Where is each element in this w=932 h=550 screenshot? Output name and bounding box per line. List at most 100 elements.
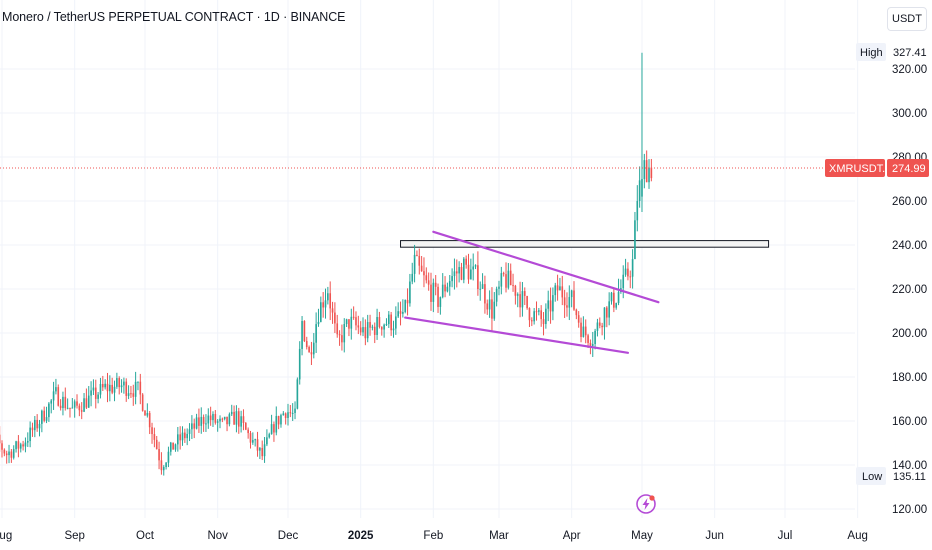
candle-body xyxy=(111,384,114,393)
y-tick-label: 320.00 xyxy=(892,64,927,76)
candle-body xyxy=(613,292,615,308)
candle-body xyxy=(10,451,13,458)
time-axis[interactable]: Aug Sep Oct Nov Dec 2025 Feb Mar Apr May Jun Jul Aug xyxy=(0,530,868,542)
candle-body xyxy=(481,284,484,289)
candle-body xyxy=(31,427,34,431)
candle-body xyxy=(291,412,294,414)
candle-body xyxy=(230,411,233,415)
candle-body xyxy=(17,441,20,449)
candle-body xyxy=(120,385,123,388)
candle-body xyxy=(52,391,55,401)
y-tick-label: 300.00 xyxy=(892,108,927,120)
candle-body xyxy=(455,271,458,274)
candle-body xyxy=(315,324,317,343)
candle-body xyxy=(57,387,60,406)
candle-body xyxy=(144,410,146,416)
candle-body xyxy=(41,410,43,424)
x-tick-label: Dec xyxy=(278,530,299,542)
candle-body xyxy=(116,378,118,387)
candle-body xyxy=(109,384,111,392)
candle-body xyxy=(125,381,128,396)
candle-body xyxy=(409,281,411,304)
y-tick-label: 180.00 xyxy=(892,372,927,384)
candle-body xyxy=(430,284,432,302)
candle-body xyxy=(87,395,90,408)
candle-body xyxy=(472,266,475,270)
candle-body xyxy=(1,443,3,450)
candle-body xyxy=(64,396,67,409)
candle-body xyxy=(624,268,627,275)
candle-body xyxy=(134,381,137,397)
candle-body xyxy=(15,441,17,450)
candle-body xyxy=(563,297,566,306)
candle-body xyxy=(298,348,301,380)
candle-body xyxy=(179,434,181,441)
candle-body xyxy=(453,271,456,277)
candle-body xyxy=(167,451,170,463)
candle-body xyxy=(514,285,517,296)
candle-body xyxy=(458,267,460,274)
candle-body xyxy=(254,439,257,441)
candle-body xyxy=(94,387,97,399)
candle-body xyxy=(186,433,189,439)
candle-body xyxy=(331,308,334,313)
candle-body xyxy=(158,449,160,461)
candle-body xyxy=(324,300,327,308)
candle-body xyxy=(165,462,167,468)
candle-body xyxy=(601,325,603,328)
candle-body xyxy=(151,427,153,435)
candle-body xyxy=(441,284,444,298)
candle-body xyxy=(390,314,392,331)
high-label: High xyxy=(860,47,883,59)
candle-body xyxy=(317,321,320,325)
lightning-icon[interactable] xyxy=(636,494,656,514)
candle-body xyxy=(584,326,587,336)
candle-body xyxy=(591,344,594,346)
candle-body xyxy=(402,311,404,314)
candle-body xyxy=(439,297,442,307)
y-tick-label: 240.00 xyxy=(892,240,927,252)
candle-body xyxy=(137,381,139,383)
candle-body xyxy=(631,259,634,277)
candle-body xyxy=(322,302,324,308)
y-tick-label: 120.00 xyxy=(892,504,927,516)
candle-body xyxy=(294,408,296,413)
candle-body xyxy=(160,460,163,471)
candle-body xyxy=(240,416,242,427)
candle-body xyxy=(244,422,247,430)
candle-body xyxy=(106,383,109,392)
candle-body xyxy=(577,315,580,323)
candle-body xyxy=(305,341,308,348)
candle-body xyxy=(198,417,200,426)
candle-body xyxy=(432,282,435,302)
candle-body xyxy=(509,270,512,286)
candle-body xyxy=(303,321,306,342)
candle-body xyxy=(561,286,564,298)
currency-selector[interactable]: USDT xyxy=(887,7,927,31)
candle-body xyxy=(366,322,369,339)
candle-body xyxy=(465,258,467,265)
candle-body xyxy=(460,267,463,280)
candle-body xyxy=(385,324,388,326)
y-tick-label: 200.00 xyxy=(892,328,927,340)
candle-body xyxy=(580,322,582,337)
candle-body xyxy=(334,312,336,324)
candle-body xyxy=(488,299,491,310)
chart-grid xyxy=(0,0,859,518)
candle-body xyxy=(526,295,528,309)
symbol-tag: XMRUSDT.P xyxy=(829,163,893,175)
candle-body xyxy=(127,393,130,396)
candle-body xyxy=(643,160,646,179)
candle-body xyxy=(310,352,313,355)
candle-body xyxy=(474,265,477,267)
trendline-layer xyxy=(404,230,660,354)
candle-body xyxy=(184,432,186,439)
price-axis[interactable]: 120.00 140.00 160.00 180.00 200.00 220.00 240.… xyxy=(892,64,927,516)
candle-body xyxy=(277,416,280,425)
candle-body xyxy=(540,310,543,320)
candle-body xyxy=(282,413,285,416)
candle-body xyxy=(533,311,535,322)
low-label-group: Low 135.11 xyxy=(856,467,926,485)
candle-body xyxy=(146,413,149,416)
